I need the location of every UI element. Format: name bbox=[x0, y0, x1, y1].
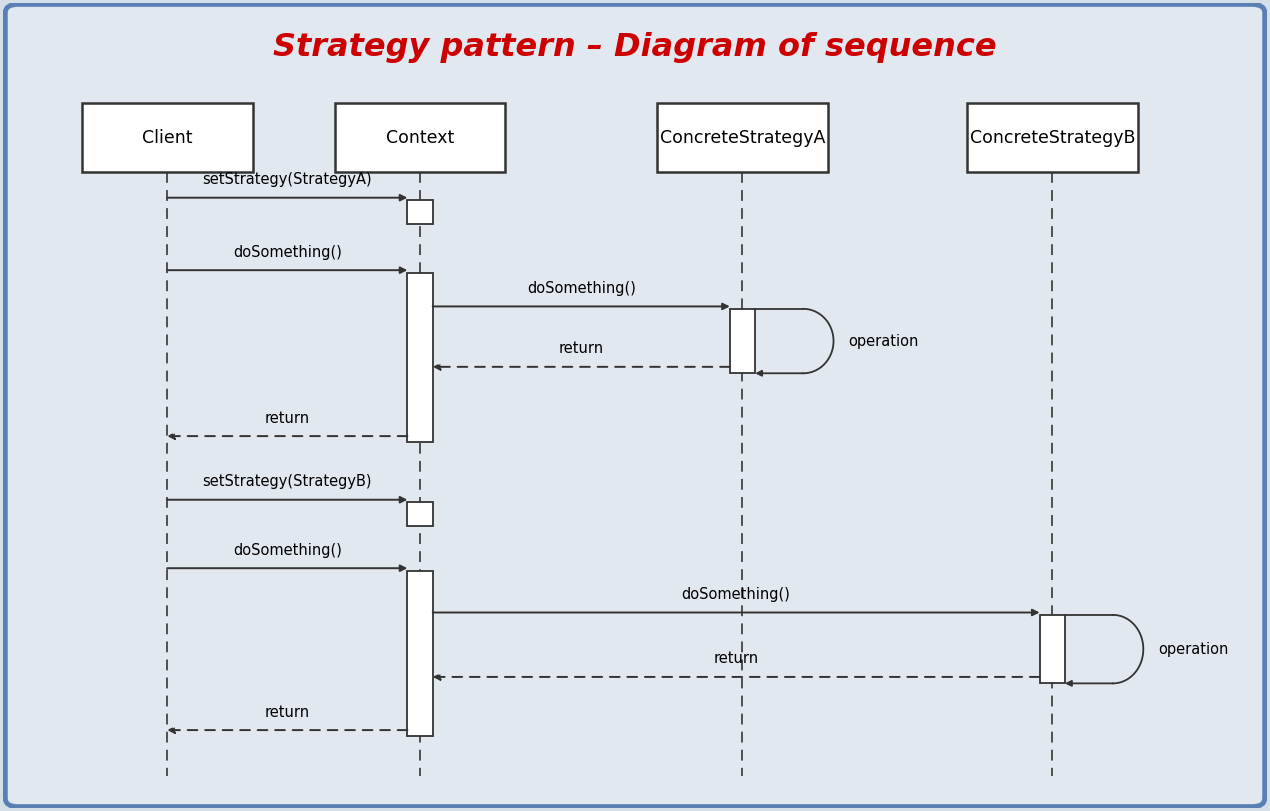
Text: return: return bbox=[714, 651, 758, 667]
Text: return: return bbox=[264, 705, 310, 719]
Text: doSomething(): doSomething() bbox=[682, 587, 791, 602]
Bar bbox=[408, 571, 433, 736]
Text: Context: Context bbox=[386, 129, 455, 147]
Text: return: return bbox=[264, 410, 310, 426]
Bar bbox=[966, 104, 1138, 172]
Bar bbox=[657, 104, 828, 172]
FancyBboxPatch shape bbox=[5, 4, 1265, 807]
Text: ConcreteStrategyA: ConcreteStrategyA bbox=[660, 129, 826, 147]
Bar bbox=[408, 200, 433, 225]
Text: return: return bbox=[559, 341, 603, 356]
Text: Client: Client bbox=[142, 129, 193, 147]
Text: ConcreteStrategyB: ConcreteStrategyB bbox=[969, 129, 1135, 147]
Text: operation: operation bbox=[848, 333, 919, 349]
Text: operation: operation bbox=[1158, 642, 1229, 657]
Text: setStrategy(StrategyA): setStrategy(StrategyA) bbox=[202, 172, 372, 187]
Bar bbox=[81, 104, 253, 172]
Bar bbox=[408, 272, 433, 442]
Bar bbox=[730, 309, 756, 373]
Text: doSomething(): doSomething() bbox=[232, 245, 342, 260]
Text: doSomething(): doSomething() bbox=[527, 281, 636, 296]
Bar bbox=[1040, 615, 1066, 684]
Bar bbox=[335, 104, 505, 172]
Text: doSomething(): doSomething() bbox=[232, 543, 342, 558]
Text: Strategy pattern – Diagram of sequence: Strategy pattern – Diagram of sequence bbox=[273, 32, 997, 62]
Bar bbox=[408, 502, 433, 526]
Text: setStrategy(StrategyB): setStrategy(StrategyB) bbox=[202, 474, 372, 489]
